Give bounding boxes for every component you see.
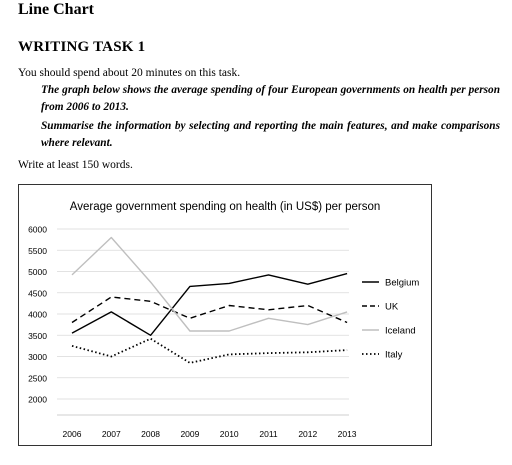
x-tick-label: 2006 <box>63 429 82 439</box>
x-tick-label: 2009 <box>180 429 199 439</box>
legend-label-italy: Italy <box>385 350 403 361</box>
y-tick-label: 3500 <box>28 331 47 341</box>
line-chart: Average government spending on health (i… <box>18 184 432 446</box>
chart-title: Average government spending on health (i… <box>70 201 380 213</box>
time-instruction: You should spend about 20 minutes on thi… <box>18 67 241 79</box>
y-tick-label: 4000 <box>28 310 47 320</box>
x-tick-label: 2008 <box>141 429 160 439</box>
series-line-iceland <box>71 236 348 332</box>
series-line-italy <box>71 337 348 364</box>
y-tick-label: 2000 <box>28 395 47 405</box>
y-tick-label: 4500 <box>28 288 47 298</box>
task-prompt-description: The graph below shows the average spendi… <box>41 84 500 113</box>
x-tick-label: 2013 <box>338 429 357 439</box>
task-prompt-instruction: Summarise the information by selecting a… <box>41 120 500 149</box>
word-count-instruction: Write at least 150 words. <box>18 159 133 171</box>
chart-canvas: Average government spending on health (i… <box>28 201 419 439</box>
legend-label-iceland: Iceland <box>385 326 416 337</box>
x-tick-label: 2011 <box>259 429 278 439</box>
legend-label-belgium: Belgium <box>385 278 419 289</box>
section-heading: Line Chart <box>18 1 94 18</box>
series-line-belgium <box>71 272 348 337</box>
y-tick-label: 6000 <box>28 225 47 235</box>
y-tick-label: 5500 <box>28 246 47 256</box>
x-tick-label: 2007 <box>102 429 121 439</box>
legend-label-uk: UK <box>385 302 399 313</box>
x-tick-label: 2010 <box>220 429 239 439</box>
y-tick-label: 2500 <box>28 373 47 383</box>
x-tick-label: 2012 <box>298 429 317 439</box>
series-line-uk <box>71 296 348 324</box>
y-tick-label: 5000 <box>28 267 47 277</box>
y-tick-label: 3000 <box>28 352 47 362</box>
task-heading: WRITING TASK 1 <box>18 39 146 55</box>
